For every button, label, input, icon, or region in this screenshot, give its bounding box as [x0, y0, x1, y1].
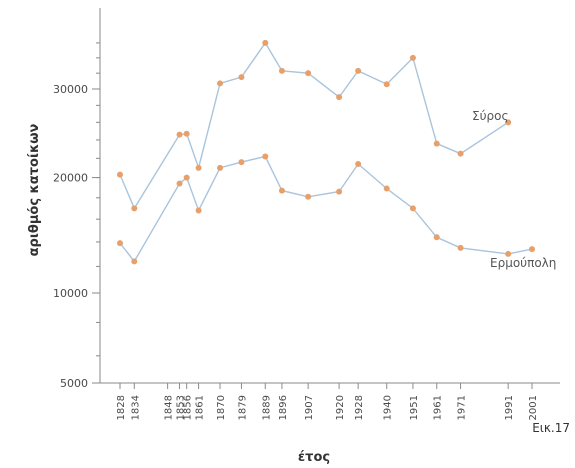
series-line — [119, 155, 533, 263]
x-tick-label: 1889 — [261, 395, 272, 420]
data-point — [262, 153, 269, 160]
data-point — [238, 74, 245, 81]
x-tick-label: 1828 — [116, 395, 127, 420]
data-point — [457, 150, 464, 157]
data-point — [433, 140, 440, 147]
data-point — [195, 164, 202, 171]
data-point — [195, 207, 202, 214]
x-tick-label: 1834 — [130, 395, 141, 420]
data-point — [176, 131, 183, 138]
figure-label: Εικ.17 — [532, 421, 570, 435]
data-point — [183, 130, 190, 137]
data-point — [336, 94, 343, 101]
data-point — [238, 159, 245, 166]
data-point — [336, 188, 343, 195]
y-tick-label: 5000 — [60, 377, 88, 390]
data-point — [355, 161, 362, 168]
data-point — [278, 187, 285, 194]
x-tick-label: 1861 — [195, 395, 206, 420]
data-point — [529, 246, 535, 253]
x-tick-label: 1856 — [183, 395, 194, 420]
x-tick-label: 1848 — [164, 395, 175, 420]
data-point — [217, 80, 224, 87]
series-name-label: Ερμούπολη — [490, 256, 556, 270]
y-axis-title: αριθμός κατοίκων — [27, 123, 42, 256]
series-points — [117, 39, 535, 265]
data-point — [505, 250, 512, 257]
y-tick-label: 30000 — [53, 83, 88, 96]
data-point — [131, 258, 138, 265]
series-lines — [119, 41, 533, 263]
data-point — [131, 205, 138, 212]
data-point — [305, 193, 312, 200]
data-point — [278, 67, 285, 74]
x-tick-label: 1853 — [176, 395, 187, 420]
data-point — [457, 244, 464, 251]
x-tick-label: 1961 — [433, 395, 444, 420]
data-point — [217, 164, 224, 171]
data-point — [176, 180, 183, 187]
data-point — [433, 234, 440, 241]
x-tick-label: 1991 — [504, 395, 515, 420]
x-tick-label: 1879 — [237, 395, 248, 420]
x-tick-label: 1940 — [383, 395, 394, 420]
series-labels: Σύρος Ερμούπολη — [472, 109, 556, 270]
data-point — [505, 119, 512, 126]
data-point — [409, 54, 416, 61]
x-tick-label: 1870 — [216, 395, 227, 420]
x-tick-label: 1928 — [354, 395, 365, 420]
data-point — [355, 67, 362, 74]
data-point — [117, 240, 123, 247]
y-tick-label: 10000 — [53, 287, 88, 300]
data-point — [305, 70, 312, 77]
data-point — [383, 185, 390, 192]
x-tick-label: 1971 — [457, 395, 468, 420]
data-point — [409, 205, 416, 212]
x-axis-title: έτος — [298, 450, 330, 465]
data-point — [262, 39, 269, 46]
x-tick-label: 1951 — [409, 395, 420, 420]
x-tick-label: 1920 — [335, 395, 346, 420]
data-point — [183, 174, 190, 181]
x-tick-label: 1907 — [304, 395, 315, 420]
data-point — [383, 81, 390, 88]
data-point — [117, 171, 123, 178]
series-name-label: Σύρος — [472, 109, 509, 123]
x-tick-label: 1896 — [278, 395, 289, 420]
x-tick-label: 2001 — [528, 395, 539, 420]
y-tick-label: 20000 — [53, 172, 88, 185]
